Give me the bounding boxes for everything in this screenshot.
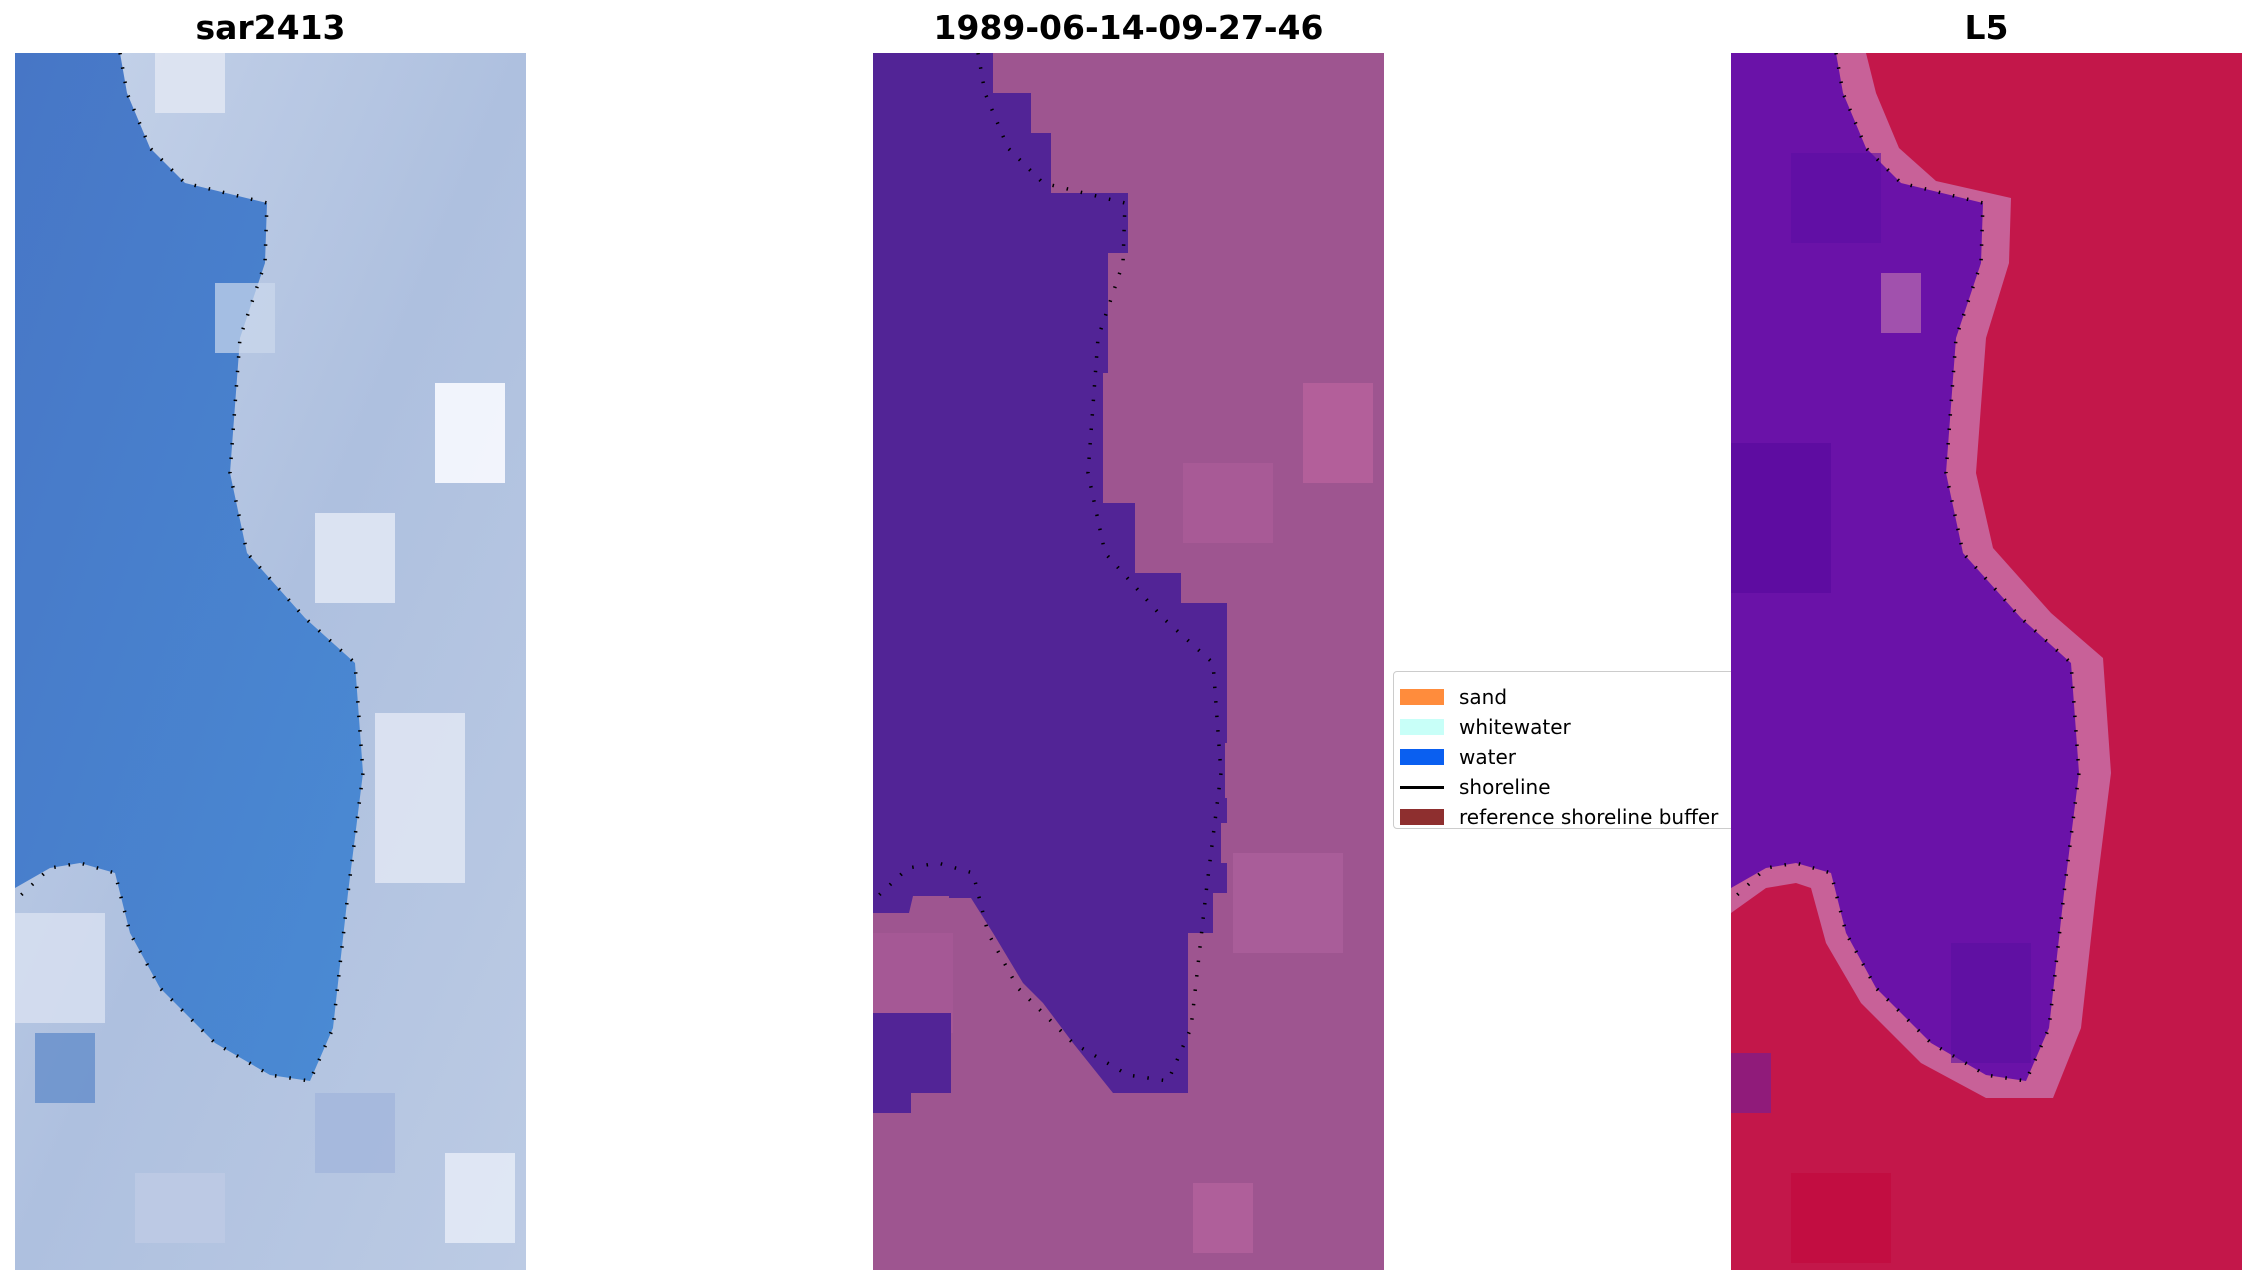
index-texture: [1731, 153, 2031, 1263]
legend: sand whitewater water shoreline referenc…: [1393, 671, 1765, 829]
index-image-panel: [1731, 53, 2242, 1270]
panel-title-index: L5: [1964, 8, 2009, 47]
rgb-image-panel: [15, 53, 526, 1270]
rgb-image: [15, 53, 526, 1270]
legend-label-whitewater: whitewater: [1459, 715, 1571, 739]
legend-label-shoreline: shoreline: [1459, 775, 1551, 799]
legend-item-sand: sand: [1400, 682, 1507, 712]
legend-item-water: water: [1400, 742, 1516, 772]
panel-title-rgb: sar2413: [195, 8, 346, 47]
legend-item-shoreline: shoreline: [1400, 772, 1551, 802]
legend-label-sand: sand: [1459, 685, 1508, 709]
legend-label-water: water: [1459, 745, 1516, 769]
rgb-texture: [15, 53, 515, 1243]
classified-image-panel: [873, 53, 1384, 1270]
index-image: [1731, 53, 2242, 1270]
legend-swatch-reference-buffer: [1400, 809, 1444, 825]
legend-label-reference-buffer: reference shoreline buffer: [1459, 805, 1719, 829]
panel-title-classified: 1989-06-14-09-27-46: [933, 8, 1324, 47]
legend-item-whitewater: whitewater: [1400, 712, 1571, 742]
legend-swatch-sand: [1400, 689, 1444, 705]
legend-item-reference-buffer: reference shoreline buffer: [1400, 802, 1718, 832]
legend-line-shoreline: [1400, 785, 1444, 789]
legend-swatch-water: [1400, 749, 1444, 765]
legend-swatch-whitewater: [1400, 719, 1444, 735]
classified-image: [873, 53, 1384, 1270]
